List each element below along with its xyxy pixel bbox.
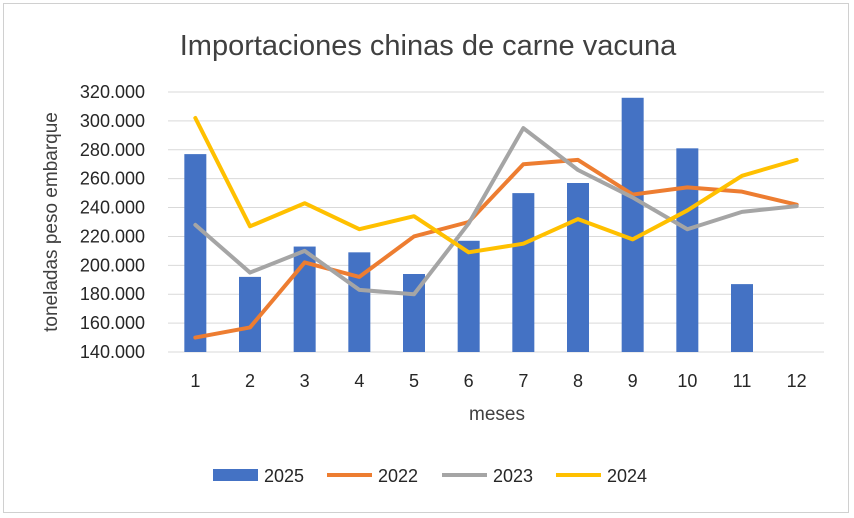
bar-2025 (621, 97, 644, 353)
y-tick-label: 240.000 (80, 198, 145, 218)
bar-series (184, 97, 753, 353)
line-series (193, 116, 799, 340)
y-axis-ticks: 140.000 160.000 180.000 200.000 220.000 240.0… (80, 82, 145, 362)
legend-label-2022: 2022 (378, 466, 418, 486)
line-2022 (193, 157, 799, 340)
bar-2025 (512, 193, 535, 352)
bar-2025 (731, 284, 753, 352)
line-2023 (193, 126, 799, 297)
y-tick-label: 160.000 (80, 313, 145, 333)
bar-2025 (676, 148, 699, 352)
x-tick-label: 9 (628, 371, 638, 391)
x-tick-label: 1 (190, 371, 200, 391)
x-axis-label: meses (469, 404, 525, 425)
y-tick-label: 140.000 (80, 342, 145, 362)
x-tick-label: 2 (245, 371, 255, 391)
bar-2025 (293, 246, 316, 352)
x-tick-label: 11 (733, 371, 752, 391)
bar-2025 (348, 252, 371, 352)
legend: 2025 2022 2023 2024 (213, 466, 647, 486)
legend-swatch-2025 (213, 469, 258, 481)
x-tick-label: 12 (787, 371, 807, 391)
y-axis-label: toneladas peso embarque (41, 112, 62, 332)
y-tick-label: 280.000 (80, 140, 145, 160)
x-tick-label: 8 (573, 371, 583, 391)
y-tick-label: 260.000 (80, 169, 145, 189)
chart-title: Importaciones chinas de carne vacuna (180, 30, 677, 62)
x-tick-label: 3 (300, 371, 310, 391)
bar-2025 (567, 183, 589, 352)
x-axis-ticks: 1 2 3 4 5 6 7 8 9 10 11 12 (190, 371, 806, 391)
y-tick-label: 220.000 (80, 226, 145, 246)
y-tick-label: 300.000 (80, 111, 145, 131)
legend-label-2023: 2023 (493, 466, 533, 486)
bar-2025 (184, 154, 207, 352)
gridlines (168, 91, 824, 353)
y-tick-label: 180.000 (80, 284, 145, 304)
y-tick-label: 320.000 (80, 82, 145, 102)
bar-2025 (457, 240, 480, 352)
x-tick-label: 6 (464, 371, 474, 391)
legend-label-2025: 2025 (264, 466, 304, 486)
x-tick-label: 4 (354, 371, 364, 391)
chart-frame (3, 3, 849, 513)
y-tick-label: 200.000 (80, 255, 145, 275)
x-tick-label: 7 (518, 371, 528, 391)
x-tick-label: 5 (409, 371, 419, 391)
x-tick-label: 10 (677, 371, 697, 391)
bar-2025 (239, 276, 261, 352)
legend-label-2024: 2024 (607, 466, 647, 486)
line-2024 (193, 116, 799, 255)
